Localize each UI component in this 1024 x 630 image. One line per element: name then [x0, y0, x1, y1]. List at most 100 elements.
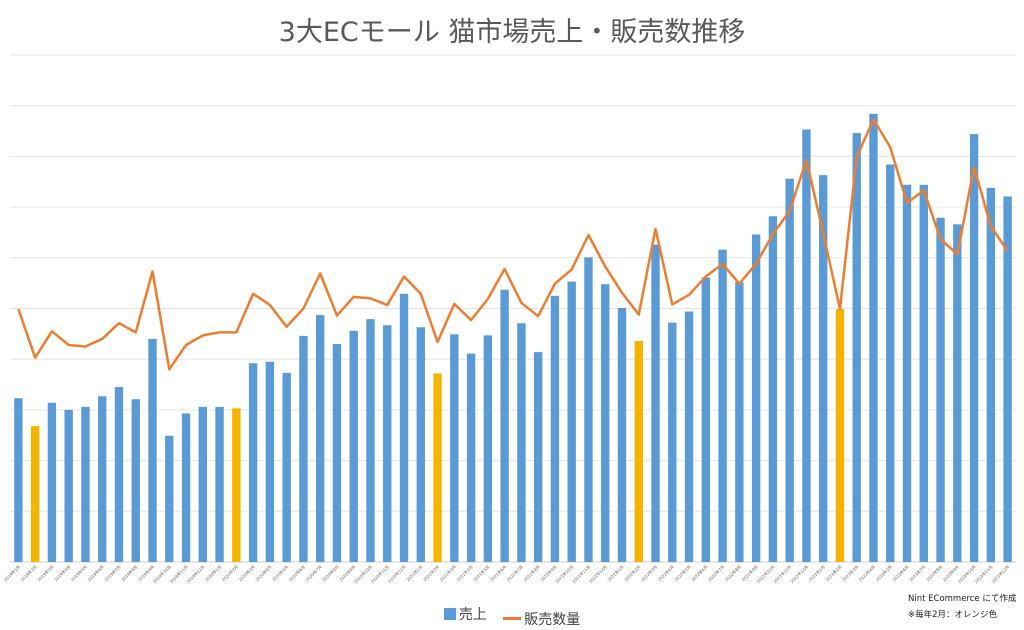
bar — [1003, 196, 1012, 562]
bar — [148, 338, 157, 562]
bar-february — [30, 426, 40, 562]
bar — [567, 281, 576, 562]
x-tick-label: 2021年1月 — [405, 563, 424, 582]
bar-february — [634, 340, 643, 562]
bar — [869, 113, 878, 562]
x-tick-label: 2020年5月 — [270, 563, 289, 582]
x-tick-label: 2022年1月 — [606, 563, 625, 582]
x-tick-label: 2023年2月 — [824, 563, 843, 582]
x-tick-label: 2021年3月 — [438, 563, 457, 582]
x-tick-label: 2023年12月 — [990, 563, 1011, 584]
gridlines — [10, 54, 1016, 563]
bar — [131, 399, 140, 562]
bar — [265, 361, 275, 562]
bar-february — [232, 408, 241, 562]
x-tick-label: 2019年12月 — [185, 563, 206, 584]
bar-february — [835, 309, 845, 562]
bar — [818, 175, 828, 562]
x-tick-label: 2020年3月 — [237, 563, 256, 582]
bar — [47, 402, 57, 562]
x-tick-label: 2019年5月 — [69, 563, 88, 582]
bar — [299, 335, 308, 562]
bar — [852, 133, 861, 562]
bar — [165, 435, 174, 562]
x-tick-label: 2022年8月 — [723, 563, 742, 582]
x-tick-label: 2021年5月 — [472, 563, 491, 582]
bar — [114, 387, 124, 562]
x-tick-label: 2022年2月 — [623, 563, 642, 582]
bar — [802, 129, 811, 563]
bar — [282, 372, 291, 562]
x-tick-label: 2019年4月 — [52, 563, 71, 582]
credit-highlight-note: ※毎年2月：オレンジ色 — [908, 610, 998, 620]
bar — [517, 323, 526, 562]
x-axis-tick-labels: 2019年1月2019年2月2019年3月2019年4月2019年5月2019年… — [2, 563, 1010, 584]
bar — [500, 289, 509, 562]
bar — [584, 257, 593, 562]
bar — [366, 319, 375, 562]
bar-february — [433, 373, 442, 562]
x-tick-label: 2023年6月 — [891, 563, 910, 582]
legend-item-quantity: 販売数量 — [503, 609, 580, 629]
x-tick-label: 2020年6月 — [287, 563, 306, 582]
bar — [768, 216, 778, 562]
x-tick-label: 2019年1月 — [2, 563, 21, 582]
bar — [969, 134, 979, 563]
bar — [751, 234, 761, 562]
bar — [483, 335, 493, 562]
bar — [601, 284, 610, 562]
bar — [902, 184, 912, 563]
bar — [450, 334, 459, 562]
x-tick-label: 2021年4月 — [455, 563, 474, 582]
bar — [785, 178, 794, 562]
bar-series — [14, 113, 1012, 563]
bar — [617, 307, 627, 562]
x-tick-label: 2021年8月 — [522, 563, 541, 582]
legend-bar-swatch — [443, 608, 456, 620]
bar — [315, 315, 325, 562]
bar — [718, 249, 727, 563]
legend: 売上 販売数量 — [0, 604, 1024, 629]
x-tick-label: 2019年8月 — [120, 563, 139, 582]
sales-quantity-line — [17, 118, 1009, 371]
bar — [701, 277, 711, 562]
bar — [533, 352, 543, 562]
bar — [668, 322, 677, 562]
bar — [383, 325, 392, 562]
x-tick-label: 2022年12月 — [788, 563, 809, 584]
line-series — [17, 118, 1009, 371]
x-tick-label: 2020年8月 — [321, 563, 340, 582]
x-tick-label: 2021年12月 — [587, 563, 608, 584]
x-tick-label: 2019年2月 — [19, 563, 38, 582]
bar — [651, 244, 660, 563]
legend-quantity-label: 販売数量 — [524, 611, 581, 628]
bar — [349, 330, 358, 562]
x-tick-label: 2022年4月 — [656, 563, 675, 582]
credit-source: Nint ECommerce にて作成 — [908, 594, 1017, 604]
x-tick-label: 2023年8月 — [924, 563, 943, 582]
x-tick-label: 2022年5月 — [673, 563, 692, 582]
x-tick-label: 2023年4月 — [857, 563, 876, 582]
x-tick-label: 2019年7月 — [103, 563, 122, 582]
x-tick-label: 2020年4月 — [254, 563, 273, 582]
bar — [919, 184, 928, 563]
bar — [936, 217, 945, 562]
chart-title: 3大ECモール 猫市場売上・販売数推移 — [278, 17, 746, 48]
legend-line-swatch — [503, 617, 522, 620]
x-tick-label: 2023年7月 — [908, 563, 927, 582]
x-tick-label: 2023年1月 — [807, 563, 826, 582]
credit-note: Nint ECommerce にて作成 ※毎年2月：オレンジ色 — [908, 591, 1016, 623]
x-tick-label: 2022年6月 — [690, 563, 709, 582]
x-tick-label: 2022年7月 — [706, 563, 725, 582]
bar — [14, 398, 23, 562]
bar — [399, 293, 409, 562]
bar — [986, 187, 996, 563]
bar — [735, 282, 744, 562]
x-tick-label: 2021年7月 — [505, 563, 524, 582]
bar — [181, 413, 191, 562]
x-tick-label: 2023年5月 — [874, 563, 893, 582]
x-tick-label: 2021年2月 — [421, 563, 440, 582]
bar — [98, 396, 107, 562]
bar — [684, 311, 694, 562]
